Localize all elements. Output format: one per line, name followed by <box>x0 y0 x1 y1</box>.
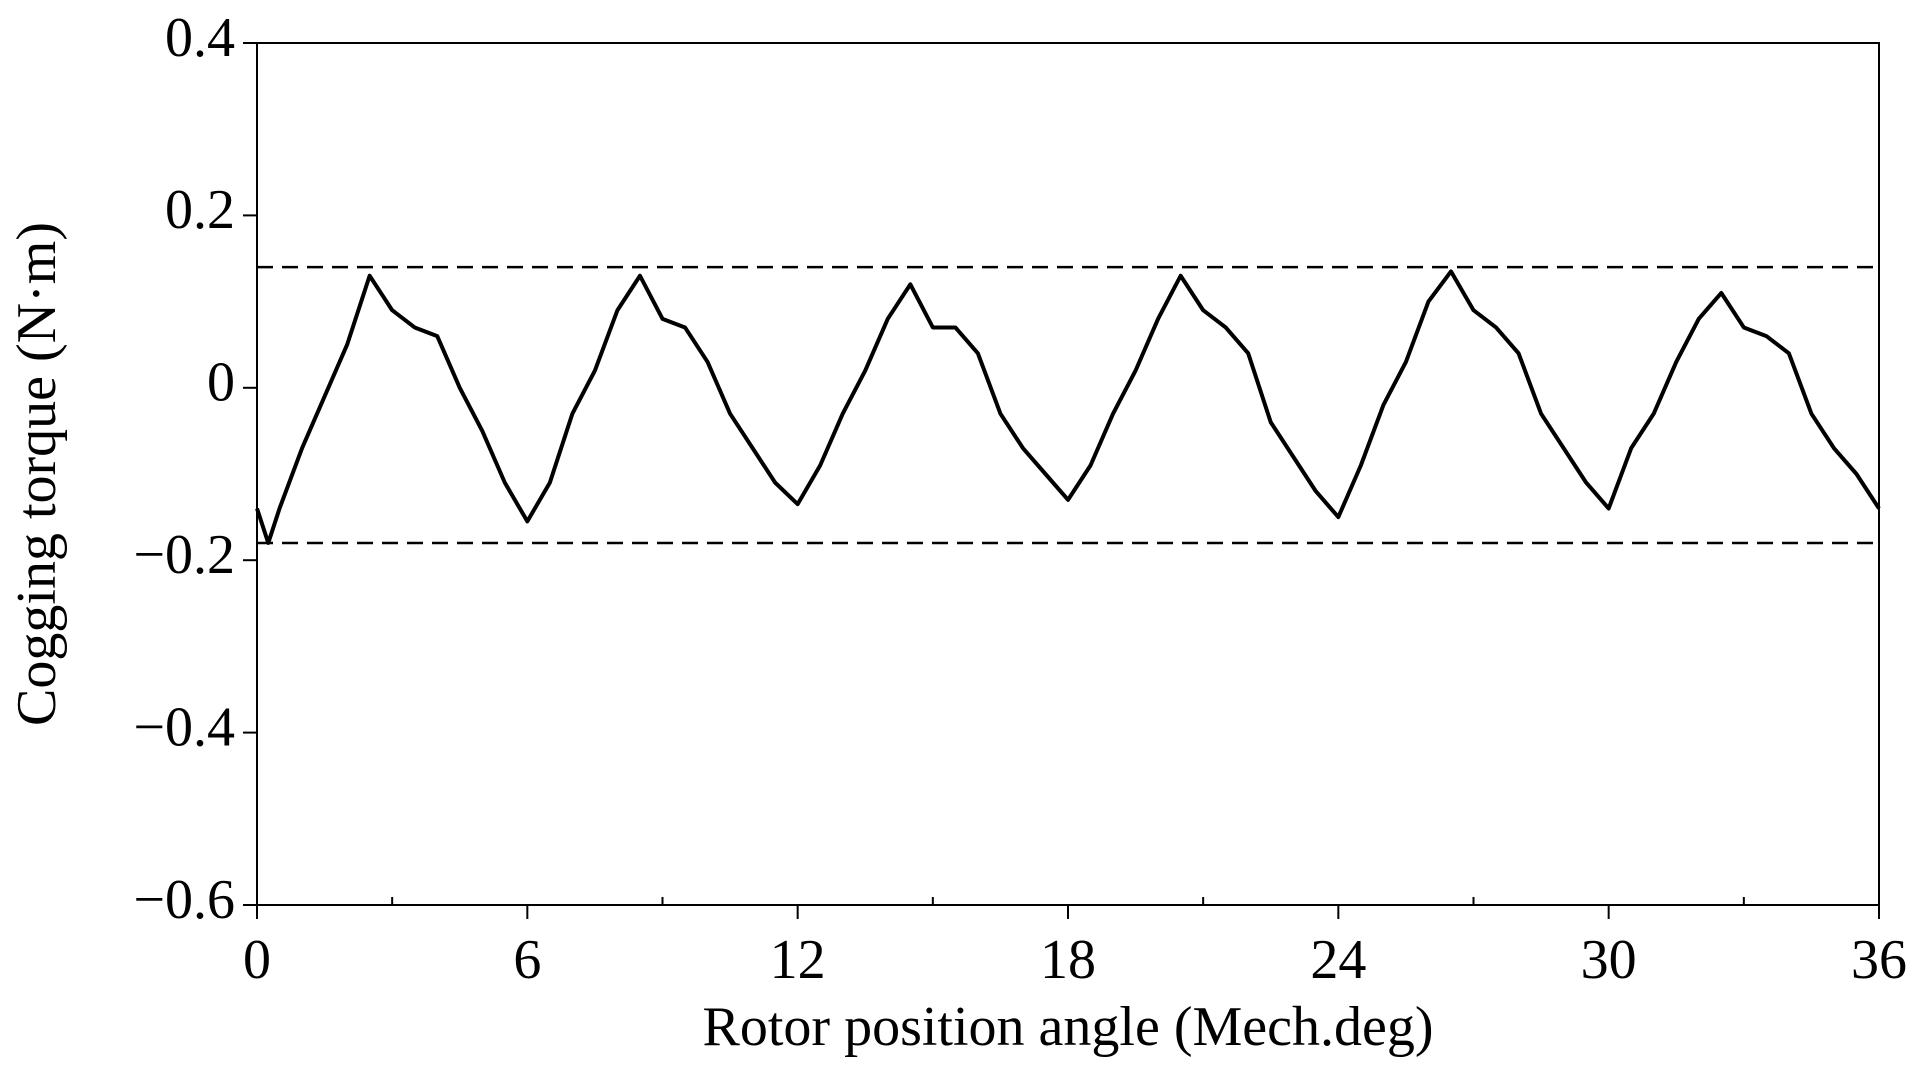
x-tick-label: 30 <box>1581 929 1637 991</box>
x-tick-label: 36 <box>1851 929 1907 991</box>
x-tick-label: 18 <box>1040 929 1096 991</box>
x-tick-label: 12 <box>770 929 826 991</box>
y-tick-label: −0.2 <box>133 524 235 586</box>
data-line <box>255 269 1881 545</box>
x-tick-label: 0 <box>243 929 271 991</box>
y-tick-label: 0.4 <box>165 7 235 69</box>
x-axis-label: Rotor position angle (Mech.deg) <box>703 996 1434 1058</box>
x-tick-label: 6 <box>513 929 541 991</box>
x-tick-label: 24 <box>1310 929 1366 991</box>
y-tick-label: 0 <box>207 352 235 414</box>
y-axis-label: Cogging torque (N·m) <box>6 222 68 726</box>
y-tick-label: 0.2 <box>165 179 235 241</box>
y-tick-label: −0.4 <box>133 696 235 758</box>
y-tick-label: −0.6 <box>133 869 235 931</box>
